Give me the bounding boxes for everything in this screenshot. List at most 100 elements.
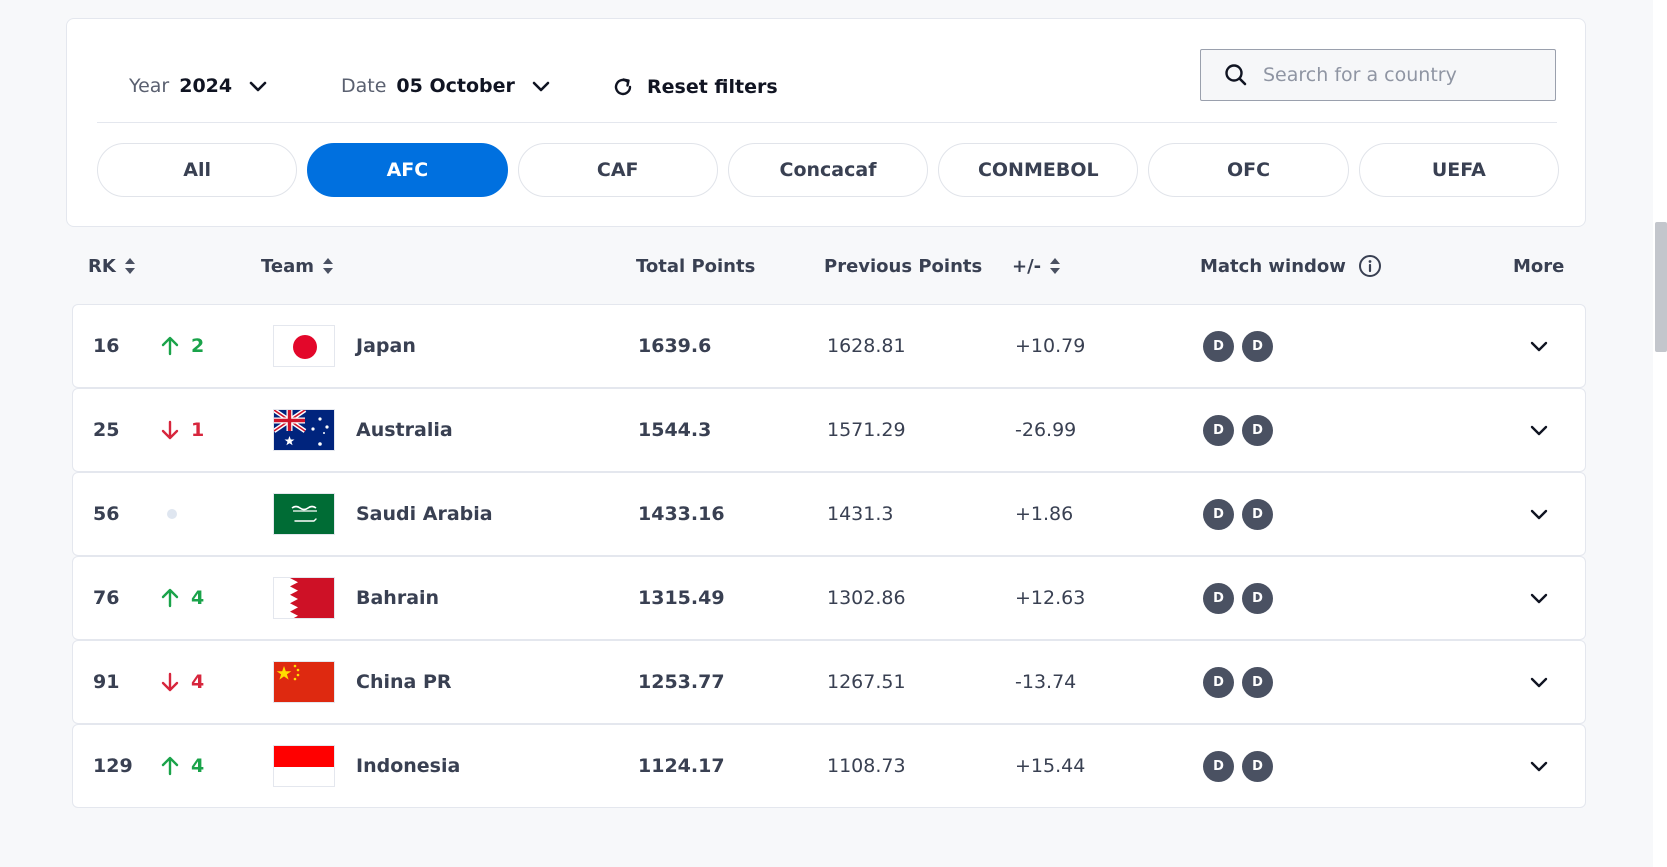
rank-movement (159, 473, 177, 555)
previous-points: 1267.51 (827, 671, 906, 693)
rk-header-label: RK (88, 255, 116, 277)
match-window: D D (1203, 725, 1273, 807)
previous-points: 1108.73 (827, 755, 906, 777)
team-name[interactable]: Bahrain (356, 587, 440, 609)
points-diff: -13.74 (1015, 671, 1077, 693)
expand-row-button[interactable] (1525, 305, 1553, 387)
reset-filters-label: Reset filters (647, 76, 778, 98)
previous-points: 1571.29 (827, 419, 906, 441)
tab-caf[interactable]: CAF (517, 143, 718, 197)
tab-concacaf[interactable]: Concacaf (727, 143, 929, 197)
match-result-badge[interactable]: D (1203, 582, 1234, 614)
expand-row-button[interactable] (1525, 641, 1553, 723)
filters-divider (97, 122, 1557, 123)
points-diff: +15.44 (1015, 755, 1086, 777)
expand-row-button[interactable] (1525, 557, 1553, 639)
total-points: 1124.17 (638, 755, 725, 777)
points-diff: +10.79 (1015, 335, 1086, 357)
sort-icon (124, 256, 136, 276)
tab-uefa[interactable]: UEFA (1358, 143, 1559, 197)
previous-points: 1302.86 (827, 587, 906, 609)
team-column-header[interactable]: Team (261, 248, 334, 284)
rank-movement: 1 (159, 389, 204, 471)
table-row[interactable]: 16 2 Japan 1639.6 1628.81 +10.79 D D (72, 304, 1586, 388)
tab-ofc[interactable]: OFC (1148, 143, 1349, 197)
match-window: D D (1203, 389, 1273, 471)
total-points: 1544.3 (638, 419, 712, 441)
rk-column-header[interactable]: RK (88, 248, 136, 284)
movement-value: 4 (191, 587, 205, 609)
previous-points: 1628.81 (827, 335, 906, 357)
rank-movement: 4 (159, 641, 204, 723)
diff-header-label: +/- (1012, 255, 1042, 277)
search-input[interactable] (1263, 64, 1533, 86)
match-result-badge[interactable]: D (1242, 414, 1273, 446)
expand-row-button[interactable] (1525, 473, 1553, 555)
match-result-badge[interactable]: D (1242, 750, 1273, 782)
arrow-down-icon (159, 671, 181, 693)
arrow-up-icon (159, 755, 181, 777)
scrollbar-thumb[interactable] (1655, 222, 1667, 352)
chevron-down-icon (1530, 341, 1548, 352)
tab-conmebol[interactable]: CONMEBOL (938, 143, 1139, 197)
no-change-dot-icon (167, 509, 177, 519)
match-result-badge[interactable]: D (1203, 414, 1234, 446)
chevron-down-icon (1530, 761, 1548, 772)
sort-icon (322, 256, 334, 276)
match-result-badge[interactable]: D (1242, 666, 1273, 698)
filters-row: Year 2024 Date 05 October Reset filters (67, 19, 1585, 123)
expand-row-button[interactable] (1525, 725, 1553, 807)
tab-afc[interactable]: AFC (307, 143, 508, 197)
china-flag-icon (273, 661, 335, 703)
more-column-header: More (1513, 248, 1564, 284)
table-row[interactable]: 25 1 (72, 388, 1586, 472)
movement-value: 4 (191, 755, 205, 777)
year-dropdown[interactable]: Year 2024 (129, 75, 268, 97)
table-row[interactable]: 56 Saudi Arabia 1433.16 1431.3 +1.86 D D (72, 472, 1586, 556)
total-points: 1253.77 (638, 671, 725, 693)
match-result-badge[interactable]: D (1242, 582, 1273, 614)
date-value: 05 October (396, 75, 515, 97)
arrow-down-icon (159, 419, 181, 441)
team-header-label: Team (261, 255, 314, 277)
diff-column-header[interactable]: +/- (1012, 248, 1061, 284)
team-name[interactable]: Australia (356, 419, 453, 441)
info-icon[interactable] (1358, 254, 1382, 278)
scrollbar-track[interactable] (1653, 0, 1667, 867)
rank-movement: 4 (159, 725, 204, 807)
team-name[interactable]: Japan (356, 335, 416, 357)
chevron-down-icon (1530, 677, 1548, 688)
total-points: 1433.16 (638, 503, 725, 525)
match-result-badge[interactable]: D (1242, 330, 1273, 362)
total-points-header-label: Total Points (636, 255, 756, 277)
table-row[interactable]: 91 4 China PR 1253.77 1267.51 -13.74 (72, 640, 1586, 724)
team-name[interactable]: Indonesia (356, 755, 461, 777)
confederation-tabs: All AFC CAF Concacaf CONMEBOL OFC UEFA (97, 143, 1559, 197)
chevron-down-icon (248, 76, 268, 96)
match-result-badge[interactable]: D (1203, 330, 1234, 362)
match-result-badge[interactable]: D (1242, 498, 1273, 530)
match-result-badge[interactable]: D (1203, 666, 1234, 698)
total-points-header: Total Points (636, 248, 755, 284)
reset-filters-button[interactable]: Reset filters (611, 75, 778, 99)
filter-card: Year 2024 Date 05 October Reset filters (66, 18, 1586, 227)
expand-row-button[interactable] (1525, 389, 1553, 471)
date-dropdown[interactable]: Date 05 October (341, 75, 551, 97)
year-label: Year (129, 75, 170, 97)
team-name[interactable]: Saudi Arabia (356, 503, 493, 525)
table-row[interactable]: 129 4 Indonesia 1124.17 1108.73 +15.44 D… (72, 724, 1586, 808)
team-name[interactable]: China PR (356, 671, 452, 693)
match-result-badge[interactable]: D (1203, 498, 1234, 530)
previous-points: 1431.3 (827, 503, 894, 525)
search-box[interactable] (1200, 49, 1556, 101)
tab-all[interactable]: All (97, 143, 298, 197)
sort-icon (1049, 256, 1061, 276)
match-result-badge[interactable]: D (1203, 750, 1234, 782)
chevron-down-icon (1530, 509, 1548, 520)
rank-value: 76 (93, 587, 120, 609)
more-header-label: More (1513, 255, 1565, 277)
table-row[interactable]: 76 4 Bahrain 1315.49 1302.86 +12.63 D D (72, 556, 1586, 640)
arrow-up-icon (159, 587, 181, 609)
japan-flag-icon (273, 325, 335, 367)
